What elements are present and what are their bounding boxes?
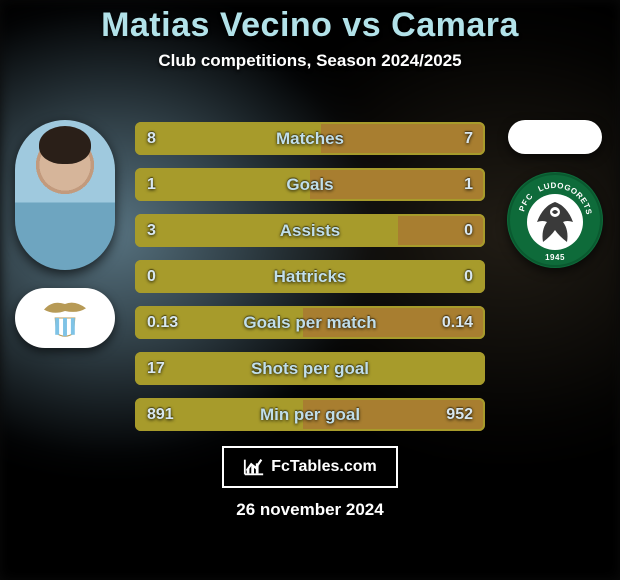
svg-text:1945: 1945 [545,253,565,262]
player-right-name: Camara [391,6,519,44]
ludogorets-crest-icon: PFC LUDOGORETS 1945 [507,172,603,268]
stat-bar-right-segment [310,168,485,201]
stat-bar-left-segment [135,214,398,247]
stat-bars: Matches87 Goals11 Assists30 Hattricks00 Goal… [135,122,485,431]
branding-text: FcTables.com [271,458,377,476]
stat-row: Min per goal891952 [135,398,485,431]
stat-bar-right-segment [321,122,486,155]
stat-bar-track [135,398,485,431]
stat-bar-track [135,352,485,385]
vs-text: vs [342,6,381,44]
stat-bar-left-segment [135,398,303,431]
player-left-name: Matias Vecino [101,6,332,44]
page-title: Matias Vecino vs Camara [0,0,620,45]
stat-row: Goals11 [135,168,485,201]
stat-bar-right-segment [303,398,485,431]
branding-box: FcTables.com [222,446,398,488]
stat-bar-left-segment [135,306,303,339]
right-column: PFC LUDOGORETS 1945 [500,120,610,268]
player-right-photo-placeholder [508,120,602,154]
stat-row: Goals per match0.130.14 [135,306,485,339]
stat-bar-track [135,306,485,339]
date-text: 26 november 2024 [0,500,620,520]
club-left-badge [15,288,115,348]
lazio-crest-icon [30,297,100,339]
stat-row: Hattricks00 [135,260,485,293]
stat-bar-left-segment [135,122,321,155]
stat-bar-track [135,214,485,247]
stat-bar-left-segment [135,352,485,385]
stat-bar-right-segment [303,306,485,339]
stat-row: Shots per goal17 [135,352,485,385]
chart-icon [243,456,265,478]
stat-bar-right-segment [398,214,486,247]
left-column [10,120,120,348]
stat-bar-track [135,260,485,293]
club-right-badge: PFC LUDOGORETS 1945 [507,172,603,268]
stat-row: Matches87 [135,122,485,155]
stat-bar-left-segment [135,260,485,293]
player-left-photo [15,120,115,270]
stat-bar-track [135,168,485,201]
subtitle: Club competitions, Season 2024/2025 [0,51,620,71]
stat-bar-left-segment [135,168,310,201]
stat-bar-track [135,122,485,155]
stat-row: Assists30 [135,214,485,247]
